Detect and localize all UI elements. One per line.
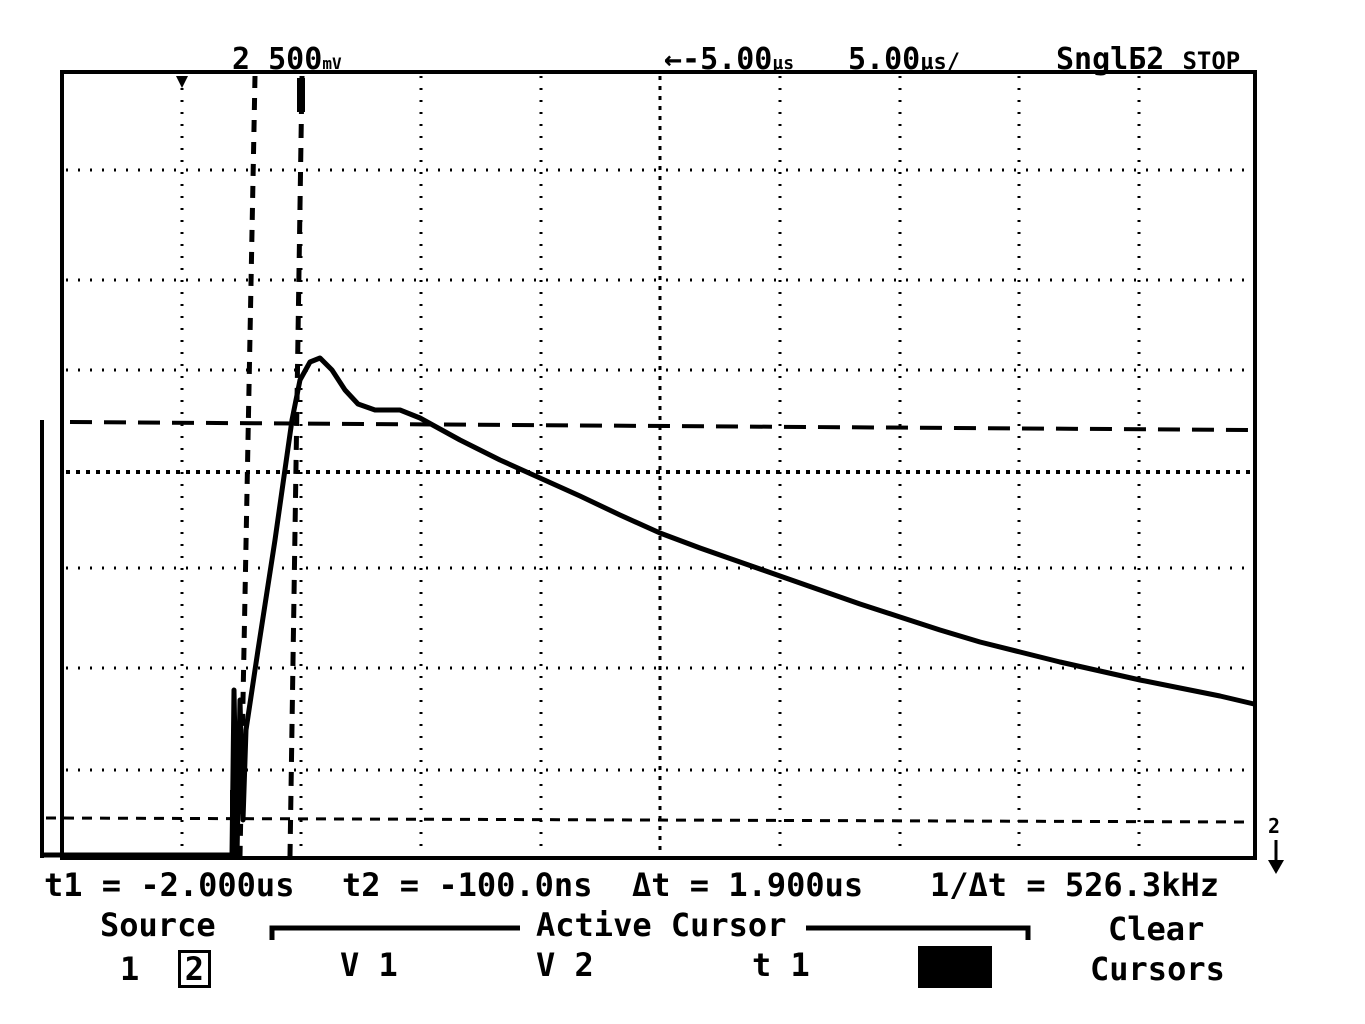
source-selector[interactable]: 1 2 [120, 950, 212, 988]
trigger-mode: Sngl [1056, 42, 1129, 77]
graticule-border [60, 70, 1257, 860]
cursor-t2-top-marker [297, 78, 305, 112]
inverse-delta-t-readout: 1/Δt = 526.3kHz [930, 866, 1219, 904]
trigger-status: SnglƂ2 STOP [1056, 42, 1240, 77]
channel-scale: 2 500mV [232, 42, 342, 77]
channel-ground-marker: 2 [1268, 814, 1281, 838]
trigger-source: Ƃ2 [1128, 42, 1165, 77]
run-state: STOP [1182, 47, 1241, 75]
waveform-trace [44, 355, 1255, 858]
ground-arrow-head [1268, 860, 1284, 874]
time-offset: ←-5.00µs [664, 42, 795, 77]
delta-t-readout: Δt = 1.900us [632, 866, 864, 904]
t1-readout: t1 = -2.000us [44, 866, 295, 904]
clear-cursors-line2[interactable]: Cursors [1090, 950, 1225, 988]
source-option-2[interactable]: 2 [177, 950, 212, 988]
source-label: Source [100, 906, 216, 944]
cursor-t1-softkey[interactable]: t 1 [752, 946, 810, 984]
waveform-trigger-edge [230, 790, 238, 856]
voltage-cursor-v2 [45, 816, 1253, 824]
cursor-t2-softkey[interactable]: t 2 [918, 946, 992, 988]
cursor-v1-softkey[interactable]: V 1 [340, 946, 398, 984]
source-option-1[interactable]: 1 [120, 950, 140, 988]
graticule-vertical-lines [180, 76, 1141, 856]
trigger-position-marker [176, 76, 188, 88]
t2-readout: t2 = -100.0ns [342, 866, 593, 904]
cursor-v2-softkey[interactable]: V 2 [536, 946, 594, 984]
time-cursor-t2 [287, 75, 305, 857]
cursor-t2-selected-label[interactable]: t 2 [918, 946, 992, 988]
active-cursor-label: Active Cursor [536, 906, 787, 944]
voltage-cursor-v1 [69, 420, 1253, 432]
time-per-div: 5.00µs/ [848, 42, 960, 77]
clear-cursors-line1[interactable]: Clear [1108, 910, 1205, 948]
